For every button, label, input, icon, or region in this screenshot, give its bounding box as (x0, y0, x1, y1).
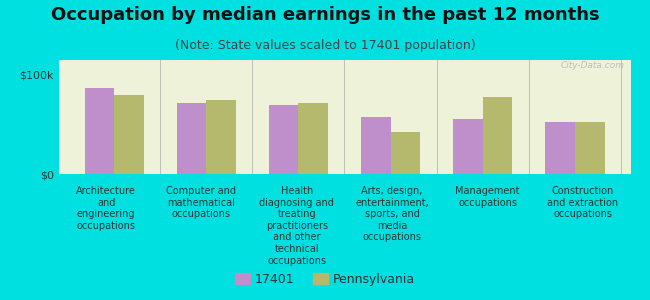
Text: (Note: State values scaled to 17401 population): (Note: State values scaled to 17401 popu… (175, 39, 475, 52)
Bar (84, 88, 114, 174)
Bar (545, 122, 575, 174)
Bar (575, 122, 604, 174)
Bar (453, 119, 483, 174)
Text: Occupation by median earnings in the past 12 months: Occupation by median earnings in the pas… (51, 6, 599, 24)
Text: City-Data.com: City-Data.com (561, 61, 625, 70)
Bar (483, 97, 512, 174)
Text: Health
diagnosing and
treating
practitioners
and other
technical
occupations: Health diagnosing and treating practitio… (259, 186, 334, 266)
Legend: 17401, Pennsylvania: 17401, Pennsylvania (229, 268, 421, 291)
Bar (298, 103, 328, 174)
Bar (391, 132, 420, 174)
Text: Arts, design,
entertainment,
sports, and
media
occupations: Arts, design, entertainment, sports, and… (356, 186, 429, 242)
Bar (269, 105, 298, 174)
Text: Management
occupations: Management occupations (455, 186, 520, 208)
Bar (114, 95, 144, 174)
Text: Computer and
mathematical
occupations: Computer and mathematical occupations (166, 186, 237, 219)
Bar (177, 103, 206, 174)
Text: Architecture
and
engineering
occupations: Architecture and engineering occupations (76, 186, 136, 231)
Bar (206, 100, 236, 174)
Text: Construction
and extraction
occupations: Construction and extraction occupations (547, 186, 618, 219)
Bar (361, 118, 391, 174)
